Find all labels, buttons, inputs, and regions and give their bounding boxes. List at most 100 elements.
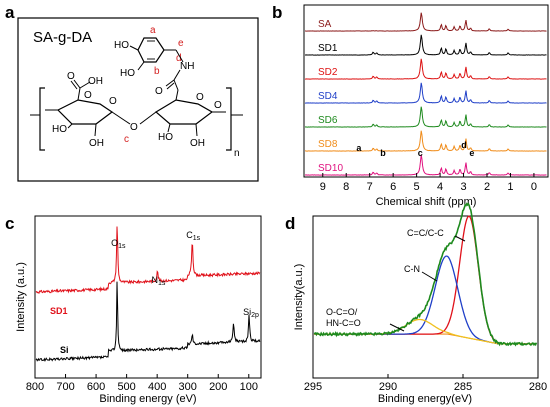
sugar-ring-left	[56, 99, 114, 125]
tick-label: 200	[209, 381, 227, 393]
label-hnco: HN-C=O	[326, 318, 361, 328]
panel-d-x-ticks: 295 290 285 280	[304, 374, 547, 393]
svg-text:O: O	[109, 96, 117, 107]
panel-b-nmr-chart: SA SD1 SD2 SD4 SD6 SD8 SD10 9 8 7 6 5 4 3 2 1 0 Chemica…	[303, 4, 549, 208]
nmr-annotation-d: d	[461, 140, 467, 150]
panel-label-b: b	[272, 3, 282, 22]
fit-component-1	[314, 255, 537, 345]
label-oco: O-C=O/	[326, 307, 358, 317]
panel-d-y-label: Intensity(a.u.)	[293, 264, 305, 331]
panel-c-series: SD1 Si	[35, 226, 261, 363]
svg-text:OH: OH	[190, 138, 205, 149]
svg-text:O: O	[196, 92, 204, 103]
panel-d-c1s-fit-chart: 295 290 285 280 Binding energy(eV) Intensit…	[293, 202, 547, 405]
xps-series-Si	[35, 281, 261, 363]
nmr-series-SA	[305, 12, 547, 32]
peak-label-Si: Si2p	[243, 307, 259, 319]
panel-d-x-label: Binding energy(eV)	[378, 393, 472, 405]
sugar-ring-right	[154, 99, 214, 125]
tick-label: 300	[179, 381, 197, 393]
legend-label-SD2: SD2	[318, 67, 338, 78]
svg-text:NH: NH	[180, 61, 194, 72]
svg-text:HO: HO	[52, 124, 67, 135]
tick-label: 5	[414, 181, 420, 193]
tick-label: 600	[87, 381, 105, 393]
series-label-Si: Si	[60, 345, 69, 355]
panel-c-peak-labels: O1s N1s C1s Si2p	[111, 230, 259, 319]
tick-label: 285	[454, 381, 472, 393]
fit-envelope	[313, 202, 538, 347]
panel-label-a: a	[5, 3, 15, 22]
tick-label: 4	[437, 181, 443, 193]
nmr-series-SD1	[305, 34, 547, 56]
tick-label: 2	[484, 181, 490, 193]
svg-text:HO: HO	[120, 68, 135, 79]
legend-label-SD4: SD4	[318, 91, 338, 102]
panel-label-d: d	[285, 214, 295, 233]
legend-label-SD1: SD1	[318, 43, 338, 54]
svg-text:O: O	[84, 90, 92, 101]
legend-label-SD10: SD10	[318, 163, 343, 174]
label-cn: C-N	[404, 264, 420, 274]
svg-text:HO: HO	[158, 132, 173, 143]
right-bracket	[226, 87, 232, 151]
panel-d-series	[313, 202, 538, 347]
peak-label-O: O1s	[111, 238, 126, 250]
series-label-SD1: SD1	[50, 306, 68, 316]
nmr-annotation-a: a	[356, 143, 362, 153]
label-cc: C=C/C-C	[407, 228, 444, 238]
svg-text:d: d	[176, 53, 182, 64]
structure-title: SA-g-DA	[33, 29, 92, 46]
nmr-series-SD4	[304, 82, 547, 104]
svg-text:O: O	[67, 71, 75, 82]
tick-label: 6	[390, 181, 396, 193]
tick-label: 800	[26, 381, 44, 393]
panel-d-frame	[312, 215, 539, 379]
catechol-ring	[137, 37, 165, 63]
svg-text:HO: HO	[114, 40, 129, 51]
panel-c-x-label: Binding energy (eV)	[99, 393, 196, 405]
tick-label: 295	[304, 381, 322, 393]
nmr-annotation-e: e	[469, 148, 474, 158]
panel-b-x-label: Chemical shift (ppm)	[376, 196, 477, 208]
svg-text:c: c	[124, 134, 129, 145]
structure-frame	[17, 17, 259, 182]
left-bracket	[39, 87, 45, 151]
legend-label-SA: SA	[318, 19, 332, 30]
panel-c-xps-survey-chart: SD1 Si 800 700 600 500 400 300 200 100 Binding e…	[15, 215, 262, 405]
tick-label: 0	[531, 181, 537, 193]
tick-label: 9	[320, 181, 326, 193]
panel-c-frame	[34, 215, 262, 379]
tick-label: 1	[507, 181, 513, 193]
tick-label: 290	[379, 381, 397, 393]
panel-a-structure: SA-g-DA n O OH O HO OH O O c O OH	[17, 17, 259, 182]
panel-c-x-ticks: 800 700 600 500 400 300 200 100	[26, 374, 258, 393]
svg-text:O: O	[130, 122, 138, 133]
svg-text:OH: OH	[89, 138, 104, 149]
nmr-series-SD10	[304, 154, 547, 176]
svg-text:b: b	[154, 66, 160, 77]
svg-text:e: e	[178, 38, 184, 49]
nmr-annotation-c: c	[418, 148, 423, 158]
tick-label: 700	[56, 381, 74, 393]
panel-b-series: SA SD1 SD2 SD4 SD6 SD8 SD10	[304, 12, 547, 176]
svg-text:O: O	[214, 100, 222, 111]
tick-label: 8	[343, 181, 349, 193]
legend-label-SD6: SD6	[318, 115, 338, 126]
nmr-annotation-b: b	[380, 148, 386, 158]
nmr-series-SD2	[304, 58, 547, 80]
svg-text:a: a	[150, 25, 156, 36]
tick-label: 280	[529, 381, 547, 393]
tick-label: 100	[240, 381, 258, 393]
xps-series-SD1	[35, 226, 261, 294]
repeat-n: n	[234, 148, 240, 159]
peak-label-N: N1s	[151, 275, 165, 287]
panel-b-x-ticks: 9 8 7 6 5 4 3 2 1 0	[320, 173, 537, 193]
panel-b-frame	[303, 4, 549, 178]
legend-label-SD8: SD8	[318, 139, 338, 150]
panel-c-y-label: Intensity (a.u.)	[15, 262, 27, 332]
svg-text:OH: OH	[88, 76, 103, 87]
panel-label-c: c	[5, 214, 14, 233]
panel-b-annotations: a b c de	[356, 140, 474, 158]
